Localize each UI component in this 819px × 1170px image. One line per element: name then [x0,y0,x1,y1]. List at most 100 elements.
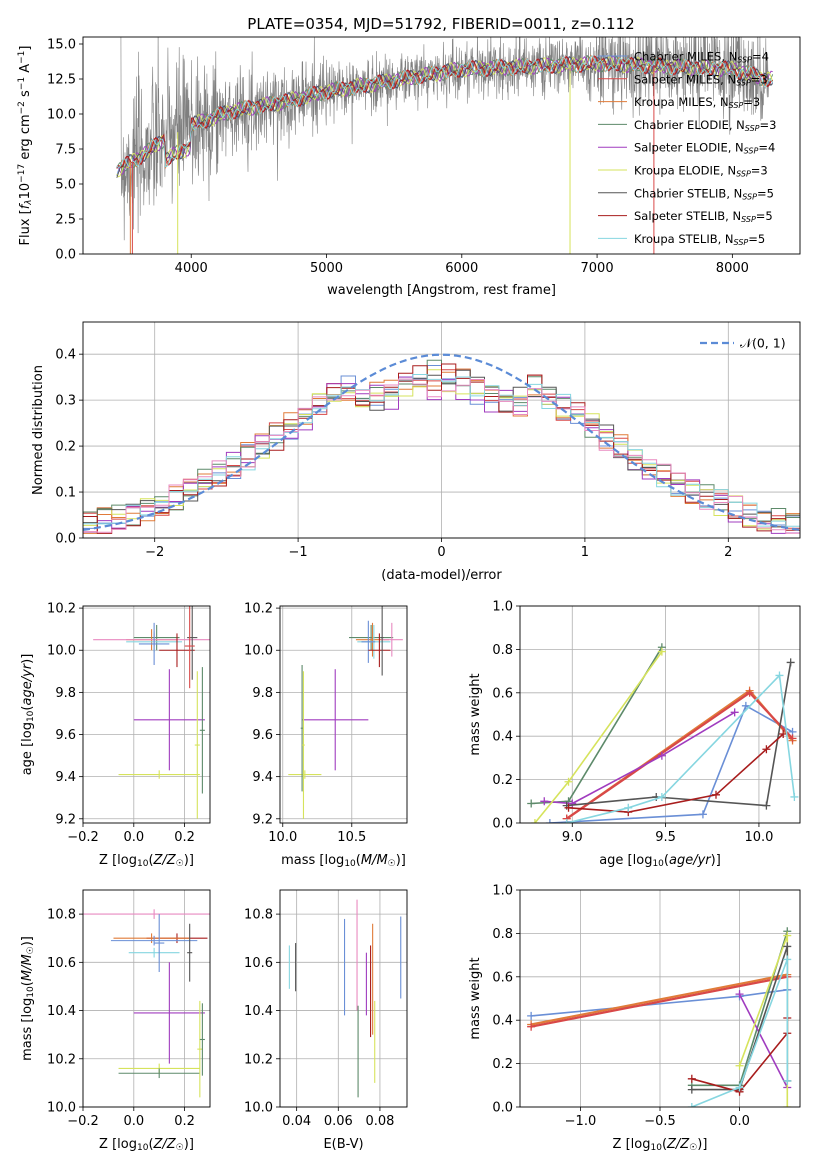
label-part: ( [148,1137,153,1152]
label-part: −2 [17,101,27,114]
label-part: 10 [137,859,149,869]
x-axis-label: Z [log10(Z/Z☉)] [99,1137,194,1153]
legend-subscript: SSP [729,101,744,110]
x-tick-label: 10.0 [744,830,773,845]
y-tick-label: 0.0 [492,817,513,832]
label-part: ] [18,46,33,51]
weight-marker [657,792,666,801]
axes-frame [279,889,408,1108]
label-part: 10 [26,986,36,998]
y-tick-label: 9.2 [252,812,273,827]
weight-marker [735,1083,744,1092]
weight-marker [775,671,784,680]
label-part: 10 [344,859,356,869]
legend-subscript: SSP [742,192,757,201]
legend-entry: Chabrier STELIB, NSSP=5 [634,186,774,201]
weight-plot [527,927,792,1107]
x-tick-label: −0.5 [644,1114,676,1129]
label-part: Z [log [99,1137,137,1152]
y-tick-label: 10.0 [244,644,273,659]
weight-marker [783,1076,792,1085]
label-part: ( [664,853,669,868]
weight-line [691,959,789,1107]
weight-marker [762,801,771,810]
label-part: −17 [17,164,27,183]
y-axis-label: mass weight [468,673,483,755]
scatter-plot [288,899,402,1098]
weight-marker [527,799,536,808]
x-tick-label: 6000 [445,261,478,276]
y-tick-label: 0.0 [492,1101,513,1116]
legend-subscript: SSP [736,170,751,179]
axes-frame [279,605,408,824]
legend-label: Chabrier STELIB, N [634,186,742,200]
y-tick-label: 2.5 [55,213,76,228]
weight-line [566,662,792,807]
y-tick-label: 0.3 [55,394,76,409]
legend-label: Kroupa MILES, N [634,95,729,109]
legend-subscript: SSP [741,215,756,224]
weight-marker [527,1011,536,1020]
label-part: age/yr [20,662,35,705]
weight-line [568,733,784,813]
y-tick-label: 0.8 [492,927,513,942]
axes-frame [82,605,211,824]
y-tick-label: 0.4 [492,1014,513,1029]
legend-label: Salpeter ELODIE, N [634,141,744,155]
legend-label: Chabrier ELODIE, N [634,118,745,132]
scatter-plot [93,606,210,819]
legend-count: =3 [743,95,760,109]
x-axis-label: mass [log10(M/M☉)] [281,853,406,869]
y-tick-label: 10.0 [244,1101,273,1116]
x-tick-label: 0.2 [174,1114,195,1129]
weight-line [544,711,736,805]
x-tick-label: 1 [581,545,589,560]
y-tick-label: 9.8 [252,686,273,701]
y-axis-label: Flux [fλ10−17 erg cm−2 s−1 A−1] [17,46,34,246]
weight-line [530,973,788,1026]
y-axis-label: Normed distribution [31,365,46,495]
label-part: Z [log [99,853,137,868]
x-tick-label: 0.06 [324,1114,353,1129]
x-axis-label: Z [log10(Z/Z☉)] [613,1137,708,1153]
model-spectrum-line [116,55,774,178]
histogram-step [83,374,800,538]
weight-marker [530,819,539,823]
x-tick-label: 8000 [716,261,749,276]
y-tick-label: 10.0 [47,108,76,123]
x-tick-label: 10.5 [337,830,366,845]
x-tick-label: −0.2 [67,830,99,845]
y-axis-label: age [log10(age/yr)] [20,654,36,776]
y-tick-label: 0.4 [55,348,76,363]
spectrum-plot [116,37,774,254]
x-tick-label: 9.5 [655,830,676,845]
y-tick-label: 10.2 [244,1052,273,1067]
y-tick-label: 10.6 [47,956,76,971]
label-part: ( [148,853,153,868]
model-spectrum-line [116,55,774,169]
weight-marker [564,803,573,812]
weight-marker [741,701,750,710]
y-tick-label: 0.0 [55,532,76,547]
legend-entry: Salpeter STELIB, NSSP=5 [634,209,773,224]
weight-plot [527,643,799,823]
label-part: ( [20,706,35,711]
mass-vs-Z-panel: −0.2 0.0 0.210.010.210.410.610.8Z [log10(Z… [20,889,211,1153]
label-part: ☉ [388,859,396,869]
y-axis-label: mass [log10(M/M☉)] [20,936,36,1061]
label-part: ( [662,1137,667,1152]
weight-marker [786,658,795,667]
x-tick-label: 2 [724,545,732,560]
weight-marker [783,955,792,964]
label-part: ( [20,981,35,986]
label-part: ( [356,853,361,868]
mass-vs-EBV-panel: 0.04 0.06 0.08 10.0 10.2 10.4 10.6 10.8 E(B-V) [244,889,408,1152]
y-tick-label: 7.5 [55,143,76,158]
weight-marker [779,730,788,739]
label-part: Flux [ [18,209,33,245]
axes-frame [519,889,801,1108]
weight-marker [698,810,707,819]
x-tick-label: 0.08 [365,1114,394,1129]
y-tick-label: 10.4 [244,1004,273,1019]
